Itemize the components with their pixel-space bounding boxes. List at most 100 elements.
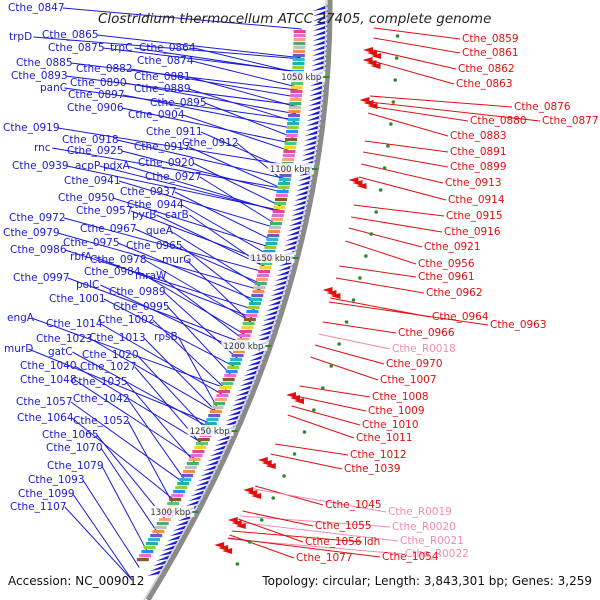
feature-block bbox=[278, 182, 291, 186]
right-gene-label: Cthe_0916 bbox=[444, 226, 501, 238]
feature-arrow bbox=[251, 493, 262, 499]
left-connector-line bbox=[130, 68, 298, 98]
gene-arrow bbox=[270, 290, 287, 296]
left-gene-label: Cthe_0972 bbox=[9, 212, 66, 224]
gene-arrow bbox=[312, 35, 329, 41]
feature-block bbox=[285, 138, 298, 142]
left-gene-label: Cthe_0975 bbox=[63, 237, 120, 249]
right-connector-line bbox=[358, 176, 447, 201]
feature-block bbox=[209, 410, 222, 414]
gene-arrow bbox=[262, 315, 279, 321]
gene-arrow bbox=[312, 45, 329, 51]
feature-block bbox=[251, 294, 264, 298]
feature-block bbox=[206, 418, 219, 422]
right-connector-line bbox=[295, 395, 367, 412]
genome-backbone-arc bbox=[145, 0, 333, 600]
right-connector-line bbox=[242, 510, 314, 527]
feature-block bbox=[254, 282, 267, 286]
gene-arrow bbox=[237, 385, 254, 391]
left-gene-label: Cthe_1013 bbox=[89, 332, 146, 344]
gene-arrow bbox=[161, 545, 178, 551]
gene-arrow bbox=[312, 25, 329, 31]
left-connector-line bbox=[96, 434, 167, 521]
left-connector-line bbox=[70, 401, 185, 484]
feature-block bbox=[184, 466, 197, 470]
right-gene-label: Cthe_R0018 bbox=[392, 343, 456, 355]
kbp-tick-label: 1150 kbp bbox=[251, 254, 291, 264]
left-gene-label: Cthe_0864 bbox=[139, 42, 196, 54]
right-connector-line bbox=[369, 101, 541, 122]
tick-label-bg bbox=[248, 252, 295, 263]
gene-arrow bbox=[306, 120, 323, 126]
feature-block bbox=[152, 530, 165, 534]
left-gene-label: Cthe_0874 bbox=[137, 55, 194, 67]
feature-block bbox=[292, 66, 305, 70]
feature-block bbox=[175, 486, 188, 490]
left-gene-label: Cthe_1048 bbox=[20, 374, 77, 386]
gene-arrow bbox=[274, 275, 291, 281]
left-gene-label: Cthe_0895 bbox=[150, 97, 207, 109]
feature-block bbox=[293, 34, 306, 38]
left-gene-label: Cthe_1065 bbox=[42, 429, 99, 441]
gene-arrow bbox=[245, 365, 262, 371]
right-gene-label: Cthe_0956 bbox=[418, 258, 475, 270]
feature-block bbox=[279, 174, 292, 178]
gene-arrow bbox=[286, 230, 303, 236]
gene-arrow bbox=[207, 455, 224, 461]
right-gene-label: Cthe_0877 bbox=[542, 115, 599, 127]
right-gene-label: Cthe_1008 bbox=[372, 391, 429, 403]
gene-arrow bbox=[301, 150, 318, 156]
left-connector-line bbox=[62, 7, 302, 30]
right-connector-line bbox=[227, 537, 381, 558]
feature-dot bbox=[351, 298, 356, 302]
left-gene-label: Cthe_0965 bbox=[126, 240, 183, 252]
feature-block bbox=[245, 314, 258, 318]
gene-arrow bbox=[311, 55, 328, 61]
feature-arrow bbox=[363, 47, 374, 53]
left-connector-line bbox=[64, 506, 133, 581]
left-gene-label: Cthe_0847 bbox=[8, 2, 65, 14]
kbp-tick-label: 1100 kbp bbox=[270, 165, 310, 175]
gene-arrow bbox=[312, 15, 329, 21]
left-connector-line bbox=[64, 249, 255, 311]
left-connector-line bbox=[72, 493, 133, 581]
gene-arrow bbox=[169, 530, 186, 536]
right-connector-line bbox=[335, 277, 425, 294]
left-connector-line bbox=[121, 107, 293, 144]
right-connector-line bbox=[275, 443, 349, 456]
right-gene-label: Cthe_0963 bbox=[490, 319, 547, 331]
left-gene-label: Cthe_1035 bbox=[71, 376, 128, 388]
left-gene-label: Cthe_0912 bbox=[182, 137, 239, 149]
gene-arrow bbox=[200, 470, 217, 476]
gene-arrow bbox=[303, 140, 320, 146]
left-connector-line bbox=[74, 365, 204, 445]
feature-dot bbox=[369, 232, 374, 236]
left-connector-line bbox=[57, 127, 290, 166]
feature-block bbox=[242, 322, 255, 326]
tick-label-bg bbox=[279, 71, 326, 82]
left-connector-line bbox=[64, 87, 296, 121]
feature-block bbox=[231, 354, 244, 358]
left-gene-label: Cthe_0997 bbox=[13, 272, 70, 284]
gene-arrow bbox=[311, 65, 328, 71]
right-connector-line bbox=[368, 112, 449, 137]
left-connector-line bbox=[236, 142, 287, 184]
feature-dot bbox=[271, 496, 275, 500]
right-gene-label: Cthe_0861 bbox=[462, 47, 519, 59]
right-gene-label: Cthe_0859 bbox=[462, 33, 519, 45]
gene-arrow bbox=[277, 265, 294, 271]
feature-arrow bbox=[257, 457, 268, 463]
gene-arrow bbox=[259, 325, 276, 331]
left-gene-label: Cthe_1002 bbox=[98, 314, 155, 326]
right-gene-label: Cthe_1045 bbox=[325, 499, 382, 511]
left-connector-line bbox=[122, 94, 295, 130]
right-gene-label: Cthe_0883 bbox=[450, 130, 507, 142]
right-gene-label: Cthe_R0019 bbox=[388, 506, 452, 518]
feature-block bbox=[246, 310, 259, 314]
left-gene-label: Cthe_0978 bbox=[90, 254, 147, 266]
gene-arrow bbox=[309, 90, 326, 96]
right-connector-line bbox=[287, 414, 355, 439]
feature-block bbox=[284, 142, 297, 146]
feature-block bbox=[267, 234, 280, 238]
right-gene-label: Cthe_1012 bbox=[350, 449, 407, 461]
